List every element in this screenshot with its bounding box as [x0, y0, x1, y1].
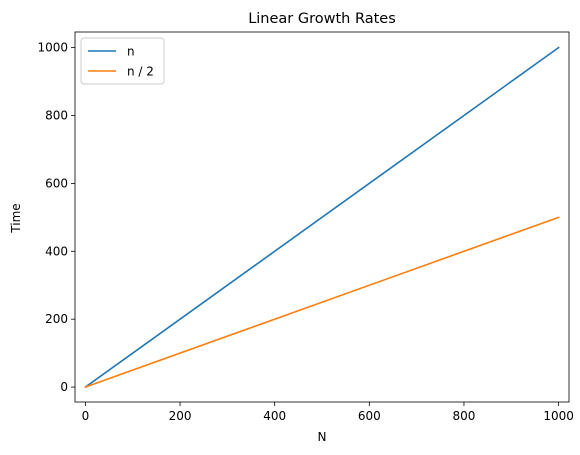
x-tick-label: 600 [358, 409, 381, 423]
y-tick-label: 1000 [37, 41, 68, 55]
legend-box [80, 37, 165, 85]
chart-title: Linear Growth Rates [248, 11, 396, 27]
series-line-1 [84, 46, 560, 389]
x-axis-label: N [318, 430, 327, 444]
x-tick-label: 400 [263, 409, 286, 423]
y-tick-label: 600 [45, 176, 68, 190]
series-line-2 [84, 216, 560, 389]
legend: n n / 2 [80, 37, 165, 85]
y-tick-label: 400 [45, 244, 68, 258]
y-tick-label: 0 [60, 380, 68, 394]
y-axis-label: Time [9, 203, 23, 233]
y-tick-label: 800 [45, 109, 68, 123]
axis-ticks: 0 200 400 600 800 1000 0 200 400 600 800 1000 [37, 41, 573, 423]
x-tick-label: 800 [453, 409, 476, 423]
x-tick-label: 200 [169, 409, 192, 423]
legend-label-2: n / 2 [127, 65, 154, 79]
x-tick-label: 1000 [543, 409, 574, 423]
plot-area [74, 31, 570, 403]
series-lines [84, 46, 560, 389]
legend-label-1: n [127, 45, 135, 59]
y-tick-label: 200 [45, 312, 68, 326]
plot-frame [74, 31, 570, 403]
x-tick-label: 0 [82, 409, 90, 423]
